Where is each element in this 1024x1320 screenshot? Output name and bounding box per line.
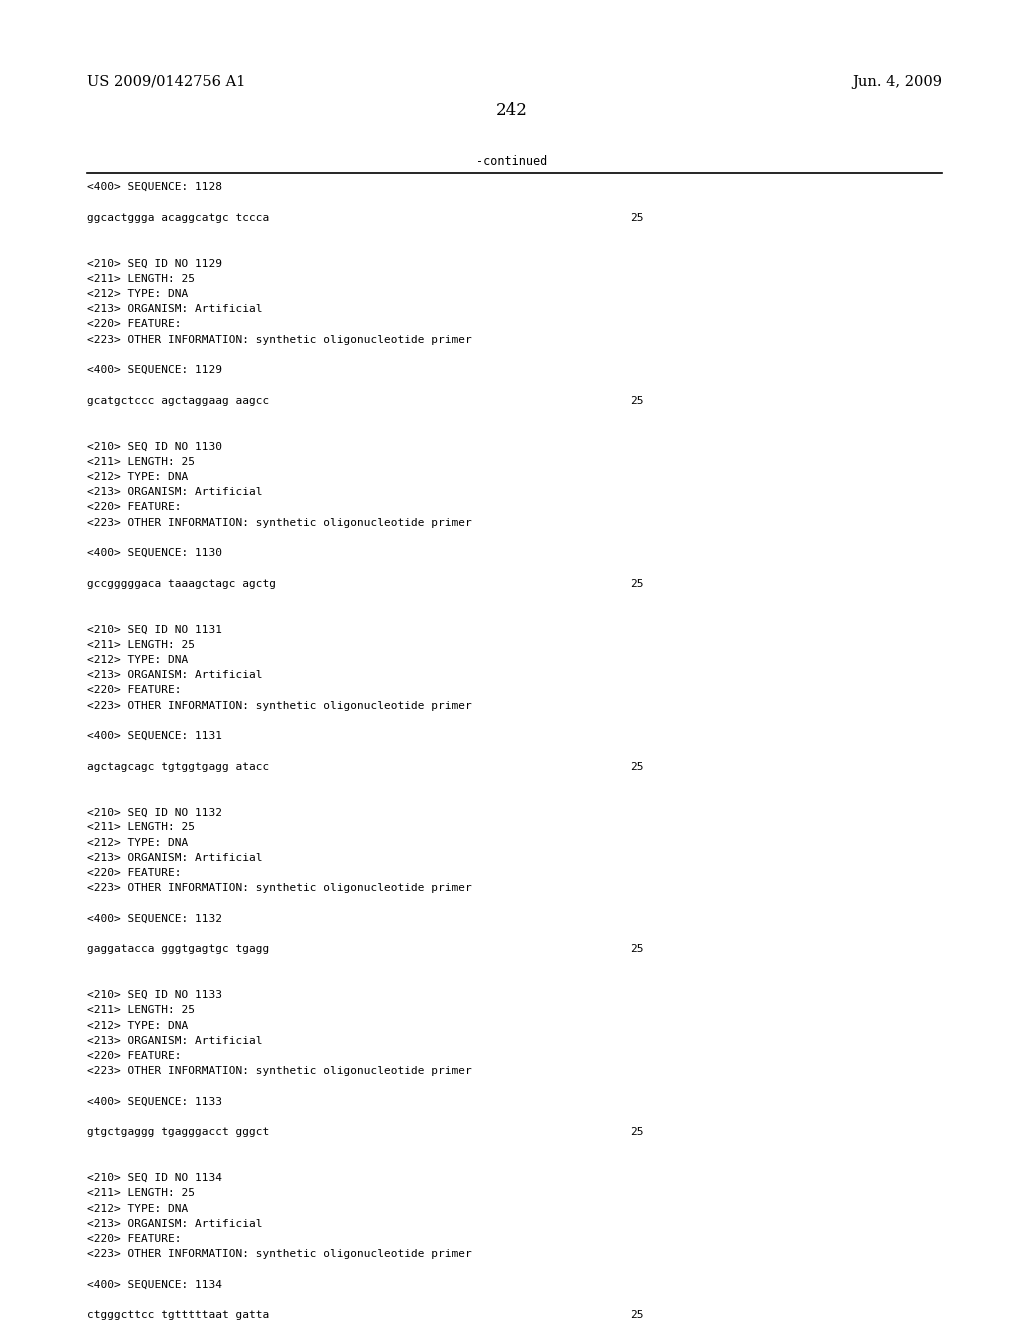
Text: gaggatacca gggtgagtgc tgagg: gaggatacca gggtgagtgc tgagg	[87, 945, 269, 954]
Text: 25: 25	[630, 396, 643, 405]
Text: <210> SEQ ID NO 1130: <210> SEQ ID NO 1130	[87, 441, 222, 451]
Text: <400> SEQUENCE: 1134: <400> SEQUENCE: 1134	[87, 1280, 222, 1290]
Text: <220> FEATURE:: <220> FEATURE:	[87, 1051, 181, 1061]
Text: <210> SEQ ID NO 1131: <210> SEQ ID NO 1131	[87, 624, 222, 635]
Text: <213> ORGANISM: Artificial: <213> ORGANISM: Artificial	[87, 1218, 262, 1229]
Text: 25: 25	[630, 945, 643, 954]
Text: <400> SEQUENCE: 1128: <400> SEQUENCE: 1128	[87, 182, 222, 193]
Text: <212> TYPE: DNA: <212> TYPE: DNA	[87, 655, 188, 665]
Text: <220> FEATURE:: <220> FEATURE:	[87, 1234, 181, 1245]
Text: <213> ORGANISM: Artificial: <213> ORGANISM: Artificial	[87, 1036, 262, 1045]
Text: <211> LENGTH: 25: <211> LENGTH: 25	[87, 1006, 195, 1015]
Text: <211> LENGTH: 25: <211> LENGTH: 25	[87, 639, 195, 649]
Text: <400> SEQUENCE: 1131: <400> SEQUENCE: 1131	[87, 731, 222, 741]
Text: <211> LENGTH: 25: <211> LENGTH: 25	[87, 273, 195, 284]
Text: <220> FEATURE:: <220> FEATURE:	[87, 685, 181, 696]
Text: gcatgctccc agctaggaag aagcc: gcatgctccc agctaggaag aagcc	[87, 396, 269, 405]
Text: <212> TYPE: DNA: <212> TYPE: DNA	[87, 838, 188, 847]
Text: <212> TYPE: DNA: <212> TYPE: DNA	[87, 1204, 188, 1213]
Text: <211> LENGTH: 25: <211> LENGTH: 25	[87, 457, 195, 466]
Text: <212> TYPE: DNA: <212> TYPE: DNA	[87, 471, 188, 482]
Text: <210> SEQ ID NO 1133: <210> SEQ ID NO 1133	[87, 990, 222, 1001]
Text: <213> ORGANISM: Artificial: <213> ORGANISM: Artificial	[87, 487, 262, 498]
Text: <223> OTHER INFORMATION: synthetic oligonucleotide primer: <223> OTHER INFORMATION: synthetic oligo…	[87, 1067, 472, 1076]
Text: <211> LENGTH: 25: <211> LENGTH: 25	[87, 1188, 195, 1199]
Text: 25: 25	[630, 1127, 643, 1138]
Text: <213> ORGANISM: Artificial: <213> ORGANISM: Artificial	[87, 671, 262, 680]
Text: US 2009/0142756 A1: US 2009/0142756 A1	[87, 75, 246, 88]
Text: <400> SEQUENCE: 1132: <400> SEQUENCE: 1132	[87, 913, 222, 924]
Text: <211> LENGTH: 25: <211> LENGTH: 25	[87, 822, 195, 833]
Text: <210> SEQ ID NO 1134: <210> SEQ ID NO 1134	[87, 1173, 222, 1183]
Text: <210> SEQ ID NO 1132: <210> SEQ ID NO 1132	[87, 808, 222, 817]
Text: ggcactggga acaggcatgc tccca: ggcactggga acaggcatgc tccca	[87, 213, 269, 223]
Text: 25: 25	[630, 213, 643, 223]
Text: 25: 25	[630, 762, 643, 771]
Text: <213> ORGANISM: Artificial: <213> ORGANISM: Artificial	[87, 304, 262, 314]
Text: <210> SEQ ID NO 1129: <210> SEQ ID NO 1129	[87, 259, 222, 268]
Text: <223> OTHER INFORMATION: synthetic oligonucleotide primer: <223> OTHER INFORMATION: synthetic oligo…	[87, 883, 472, 894]
Text: gccgggggaca taaagctagc agctg: gccgggggaca taaagctagc agctg	[87, 578, 276, 589]
Text: <400> SEQUENCE: 1130: <400> SEQUENCE: 1130	[87, 548, 222, 558]
Text: -continued: -continued	[476, 154, 548, 168]
Text: gtgctgaggg tgagggacct gggct: gtgctgaggg tgagggacct gggct	[87, 1127, 269, 1138]
Text: ctgggcttcc tgtttttaat gatta: ctgggcttcc tgtttttaat gatta	[87, 1311, 269, 1320]
Text: <220> FEATURE:: <220> FEATURE:	[87, 503, 181, 512]
Text: <223> OTHER INFORMATION: synthetic oligonucleotide primer: <223> OTHER INFORMATION: synthetic oligo…	[87, 517, 472, 528]
Text: <223> OTHER INFORMATION: synthetic oligonucleotide primer: <223> OTHER INFORMATION: synthetic oligo…	[87, 1249, 472, 1259]
Text: <223> OTHER INFORMATION: synthetic oligonucleotide primer: <223> OTHER INFORMATION: synthetic oligo…	[87, 701, 472, 710]
Text: <220> FEATURE:: <220> FEATURE:	[87, 869, 181, 878]
Text: 25: 25	[630, 1311, 643, 1320]
Text: <212> TYPE: DNA: <212> TYPE: DNA	[87, 289, 188, 298]
Text: <400> SEQUENCE: 1133: <400> SEQUENCE: 1133	[87, 1097, 222, 1107]
Text: 25: 25	[630, 578, 643, 589]
Text: agctagcagc tgtggtgagg atacc: agctagcagc tgtggtgagg atacc	[87, 762, 269, 771]
Text: Jun. 4, 2009: Jun. 4, 2009	[852, 75, 942, 88]
Text: <400> SEQUENCE: 1129: <400> SEQUENCE: 1129	[87, 366, 222, 375]
Text: 242: 242	[496, 103, 528, 119]
Text: <212> TYPE: DNA: <212> TYPE: DNA	[87, 1020, 188, 1031]
Text: <213> ORGANISM: Artificial: <213> ORGANISM: Artificial	[87, 853, 262, 863]
Text: <223> OTHER INFORMATION: synthetic oligonucleotide primer: <223> OTHER INFORMATION: synthetic oligo…	[87, 335, 472, 345]
Text: <220> FEATURE:: <220> FEATURE:	[87, 319, 181, 330]
